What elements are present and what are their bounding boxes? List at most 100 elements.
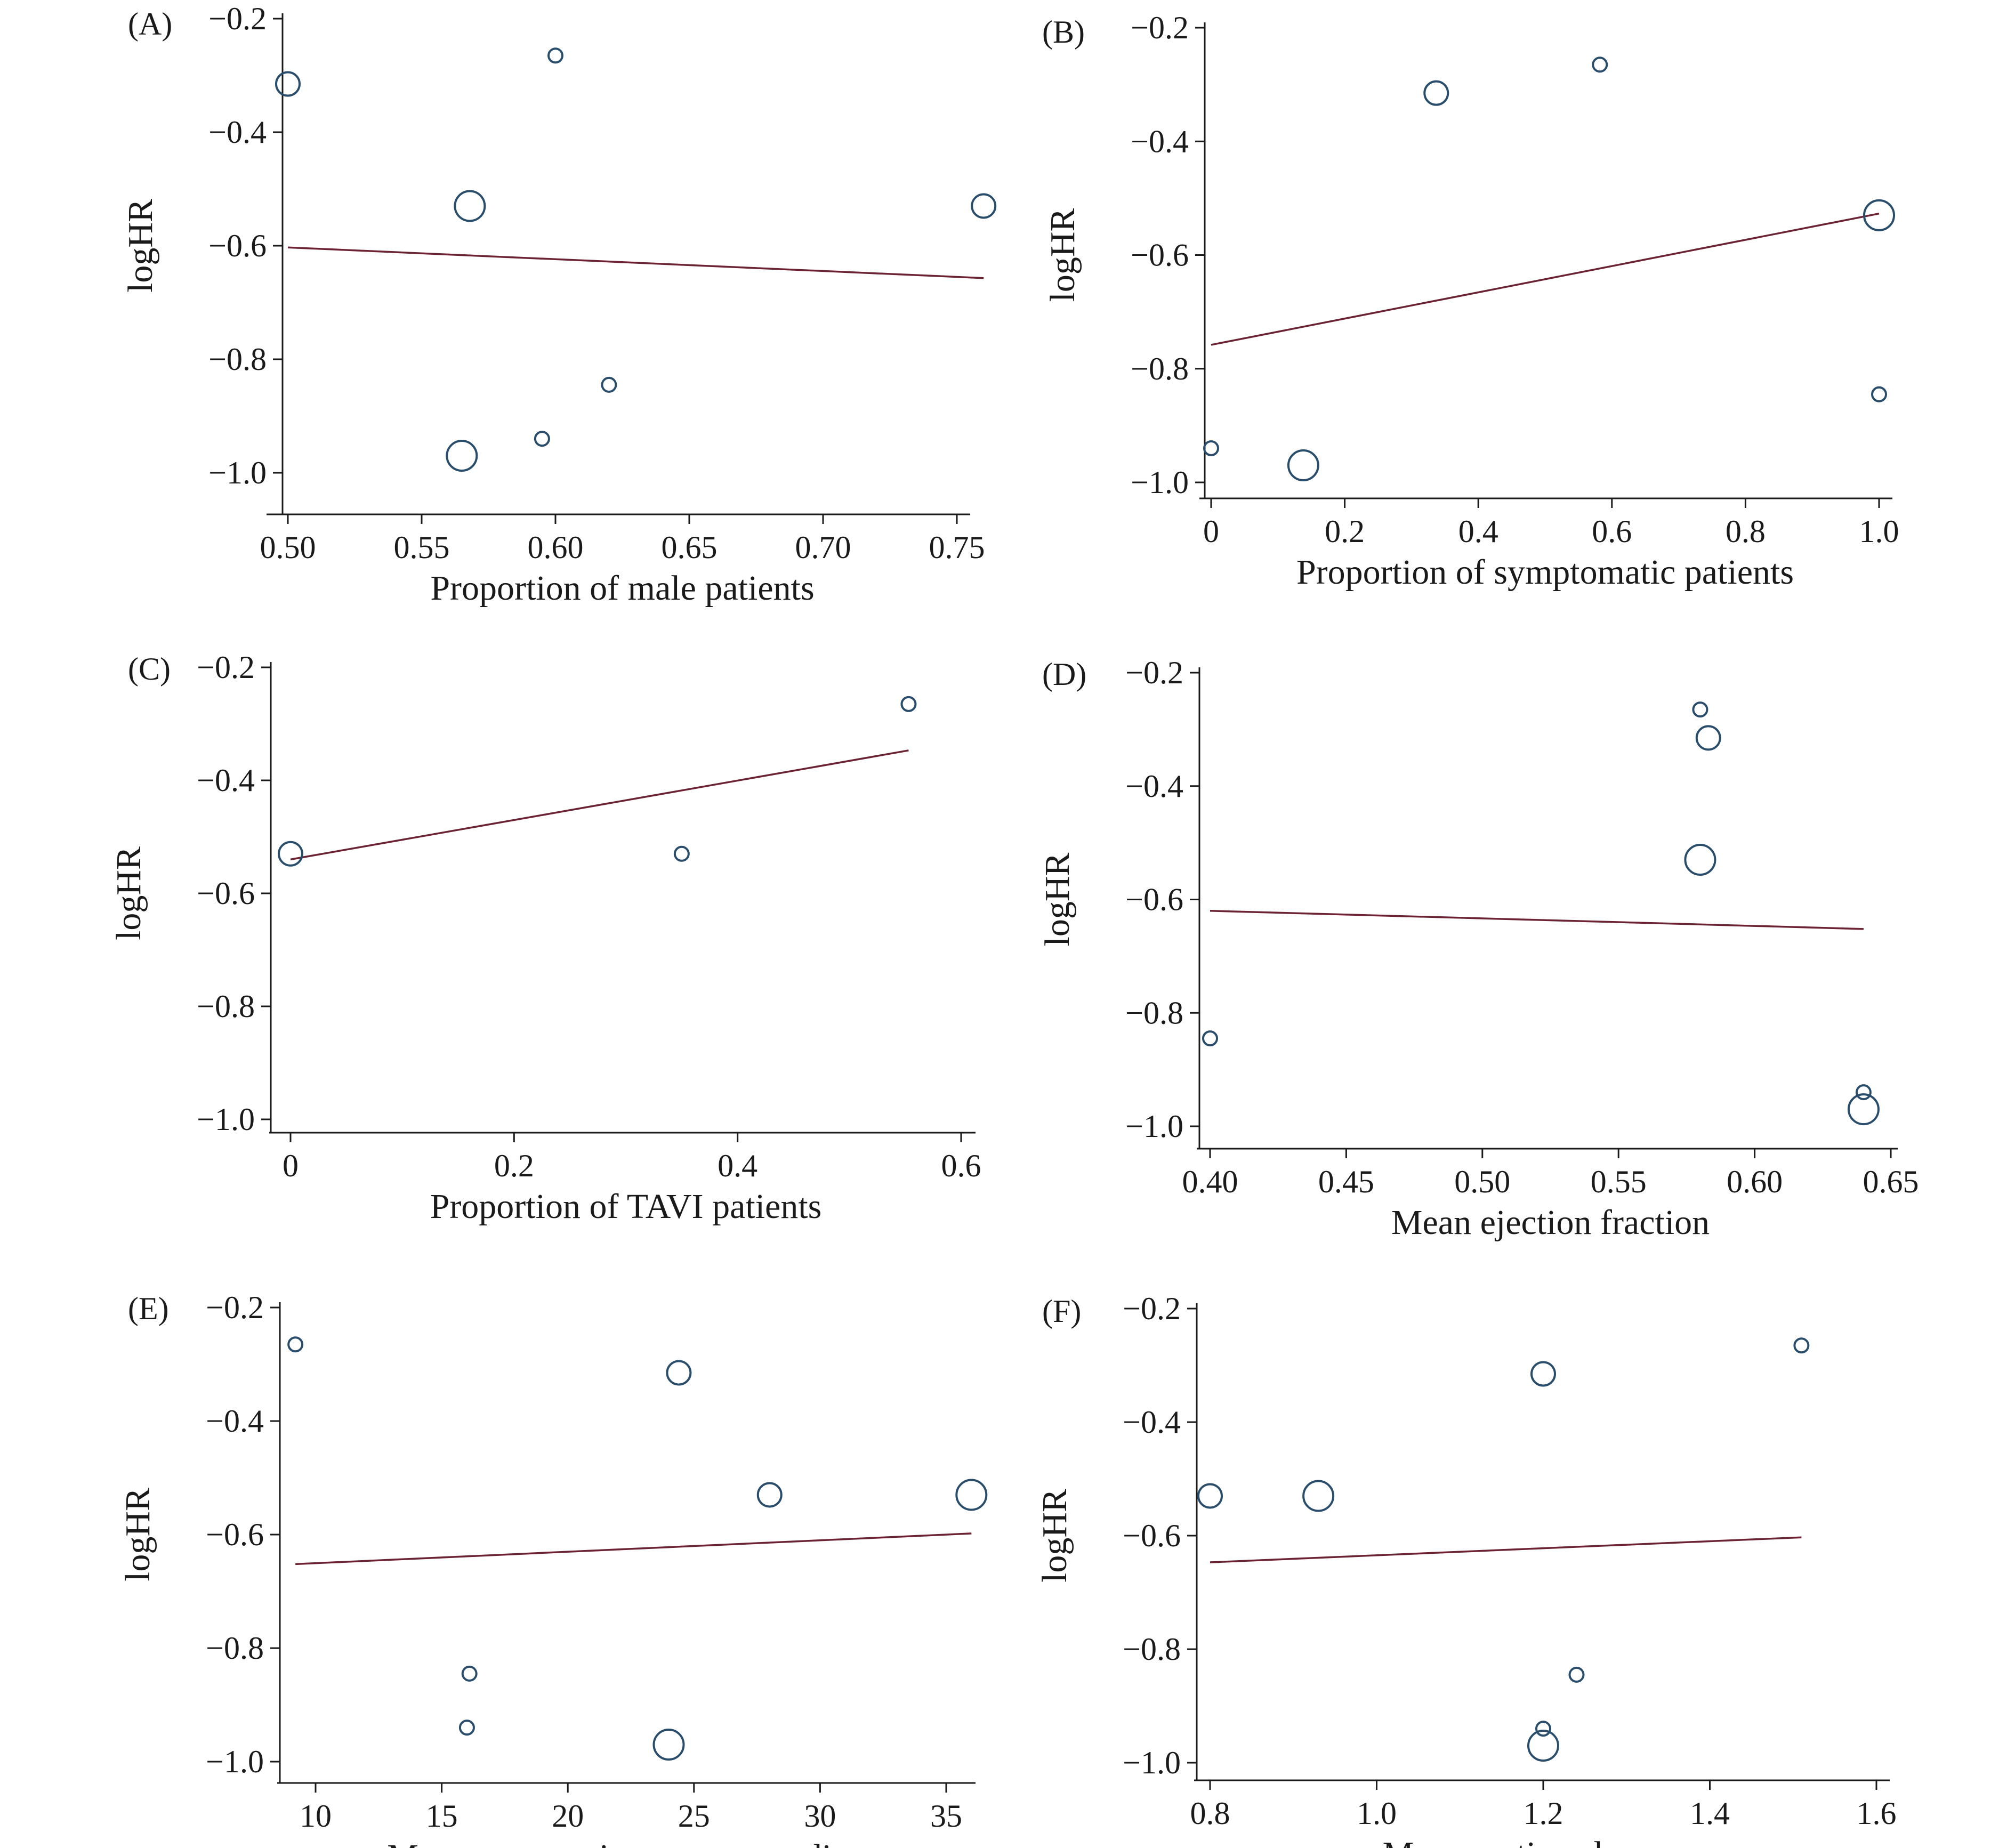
x-tick-label: 0: [1203, 514, 1219, 549]
y-tick-label: −0.4: [1125, 769, 1183, 804]
x-tick-label: 0.55: [394, 530, 450, 565]
y-tick-label: −1.0: [1131, 465, 1189, 500]
x-tick-label: 25: [678, 1798, 710, 1834]
y-tick-label: −0.6: [208, 228, 267, 263]
x-tick-label: 0.65: [1863, 1164, 1919, 1199]
y-tick-label: −0.6: [1125, 882, 1183, 917]
panel-label: (D): [1042, 657, 1086, 692]
x-axis-title: Mean ejection fraction: [1391, 1203, 1710, 1242]
y-tick-label: −0.6: [1123, 1518, 1181, 1553]
study-point: [458, 1720, 475, 1736]
regression-line: [1210, 910, 1864, 930]
study-point: [1423, 80, 1449, 106]
x-tick-label: 0.65: [662, 530, 718, 565]
panel-label: (E): [128, 1291, 169, 1326]
y-tick-label: −0.2: [208, 1, 267, 36]
study-point: [971, 193, 997, 219]
y-axis-title: logHR: [1038, 852, 1077, 946]
y-tick-label: −0.2: [197, 650, 255, 685]
panel-label: (F): [1042, 1294, 1081, 1329]
study-point: [1535, 1721, 1551, 1737]
study-point: [454, 190, 486, 222]
study-point: [1793, 1337, 1810, 1354]
y-tick-label: −0.2: [206, 1290, 264, 1325]
x-tick-label: 15: [426, 1798, 458, 1834]
study-point: [446, 440, 478, 472]
x-tick-label: 0.60: [528, 530, 584, 565]
y-tick-label: −1.0: [1125, 1109, 1183, 1144]
y-tick-label: −1.0: [197, 1102, 255, 1137]
y-tick-label: −0.8: [1125, 995, 1183, 1030]
x-axis-title: Mean transaortic pressure gradient: [387, 1837, 874, 1848]
y-axis-title: logHR: [121, 199, 160, 293]
x-tick-label: 0: [283, 1148, 299, 1183]
y-axis-title: logHR: [118, 1488, 157, 1581]
x-tick-label: 1.4: [1690, 1796, 1730, 1831]
study-point: [287, 1336, 304, 1353]
panel-c: (C) −0.2 −0.4 −0.6 −0.8 −1.0 0 0.2 0.4 0.6 Proport…: [109, 650, 981, 1226]
study-point: [278, 841, 303, 867]
study-point: [275, 71, 301, 97]
x-axis-title: Proportion of symptomatic patients: [1296, 553, 1794, 592]
regression-line: [295, 1532, 972, 1565]
study-point: [1847, 1093, 1880, 1126]
x-tick-label: 0.6: [1592, 514, 1632, 549]
y-axis-title: logHR: [1043, 208, 1082, 302]
study-point: [1871, 386, 1887, 402]
study-point: [1568, 1666, 1585, 1683]
y-tick-label: −0.8: [1123, 1632, 1181, 1667]
x-tick-label: 1.6: [1857, 1796, 1897, 1831]
x-tick-label: 0.45: [1318, 1164, 1374, 1199]
y-tick-label: −0.6: [1131, 238, 1189, 273]
study-point: [1692, 701, 1708, 718]
study-point: [1302, 1480, 1335, 1512]
study-point: [547, 47, 563, 64]
study-point: [900, 696, 917, 712]
x-tick-label: 20: [552, 1798, 584, 1834]
x-tick-label: 0.8: [1190, 1796, 1230, 1831]
y-tick-label: −0.2: [1123, 1291, 1181, 1326]
y-tick-label: −1.0: [208, 455, 267, 490]
regression-line: [1211, 212, 1880, 346]
study-point: [1684, 844, 1716, 876]
x-axis-title: Mean aortic valve area: [1383, 1835, 1704, 1848]
x-tick-label: 30: [804, 1798, 836, 1834]
x-tick-label: 0.75: [929, 530, 985, 565]
panel-e: (E) −0.2 −0.4 −0.6 −0.8 −1.0 10 15 20 25 30 35 Mean …: [118, 1290, 988, 1848]
study-point: [1855, 1084, 1872, 1101]
study-point: [673, 845, 690, 862]
study-point: [1527, 1730, 1559, 1762]
y-tick-label: −0.4: [197, 763, 255, 798]
y-tick-label: −0.4: [208, 115, 267, 150]
study-point: [666, 1360, 692, 1386]
x-tick-label: 0.4: [1458, 514, 1498, 549]
x-tick-label: 0.8: [1726, 514, 1766, 549]
x-tick-label: 35: [930, 1798, 962, 1834]
x-tick-label: 1.0: [1357, 1796, 1397, 1831]
y-tick-label: −0.4: [1131, 124, 1189, 159]
x-tick-label: 0.6: [941, 1148, 981, 1183]
x-tick-label: 10: [300, 1798, 332, 1834]
y-tick-label: −0.4: [1123, 1405, 1181, 1440]
panel-label: (A): [128, 6, 172, 42]
y-tick-label: −0.4: [206, 1403, 264, 1439]
study-point: [1695, 725, 1721, 751]
study-point: [756, 1482, 783, 1508]
panel-d: (D) −0.2 −0.4 −0.6 −0.8 −1.0 0.40 0.45 0.50 0.55 0…: [1038, 655, 1919, 1242]
study-point: [1287, 449, 1319, 482]
y-tick-label: −1.0: [206, 1744, 264, 1779]
study-point: [1863, 199, 1895, 231]
study-point: [1197, 1483, 1223, 1509]
study-point: [1202, 1030, 1218, 1047]
y-axis-title: logHR: [109, 846, 148, 940]
study-point: [534, 431, 550, 447]
regression-line: [287, 246, 984, 279]
panel-label: (B): [1042, 14, 1085, 50]
panel-f: (F) −0.2 −0.4 −0.6 −0.8 −1.0 0.8 1.0 1.2 1.4 1.6 Me…: [1035, 1291, 1897, 1848]
study-point: [1203, 440, 1219, 457]
y-tick-label: −0.2: [1131, 10, 1189, 45]
x-tick-label: 0.40: [1182, 1164, 1238, 1199]
panel-a: (A) −0.2 −0.4 −0.6 −0.8 −1.0 0.50 0.55 0.60 0.65 0…: [121, 1, 997, 608]
regression-line: [1210, 1536, 1802, 1563]
